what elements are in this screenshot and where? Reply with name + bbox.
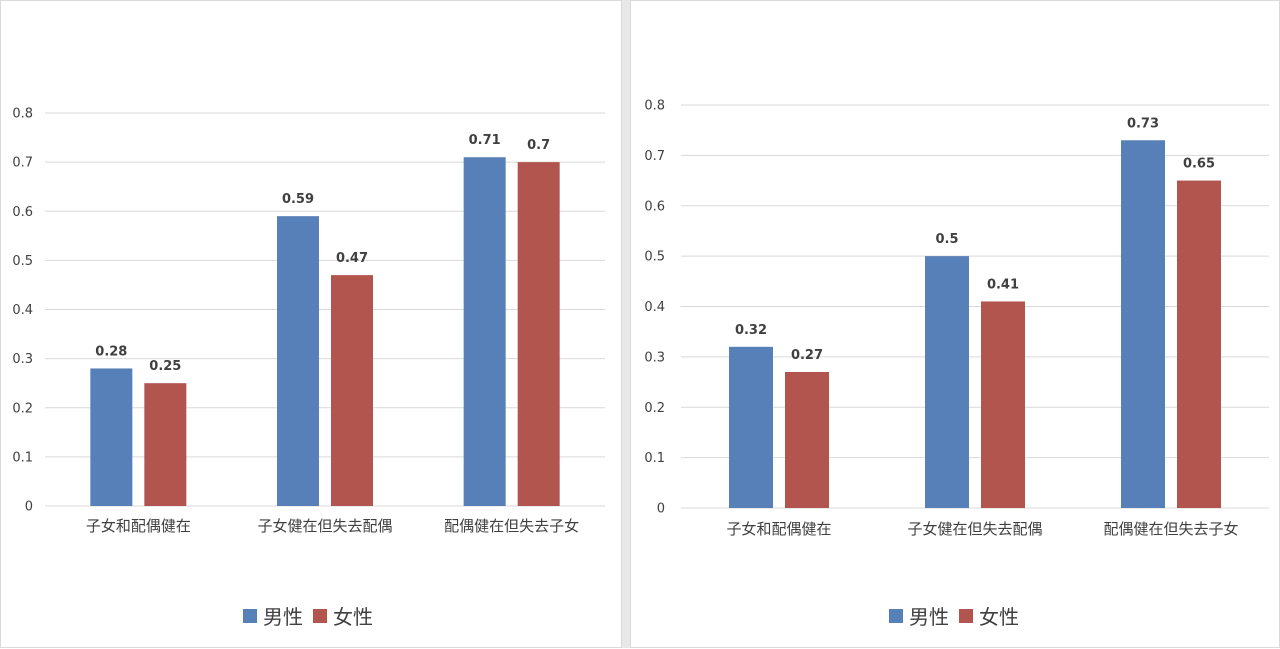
bar-male bbox=[925, 256, 969, 508]
y-tick-label: 0.5 bbox=[644, 250, 665, 265]
legend-label-male: 男性 bbox=[909, 605, 949, 629]
legend-swatch-male bbox=[889, 608, 903, 623]
legend-entry-female: 女性 bbox=[959, 601, 1019, 630]
legend-entry-male: 男性 bbox=[243, 601, 303, 630]
bar-female bbox=[785, 371, 829, 508]
y-tick-label: 0.8 bbox=[12, 107, 33, 122]
data-label: 0.71 bbox=[469, 133, 501, 148]
legend-swatch-female bbox=[313, 608, 327, 623]
data-label: 0.47 bbox=[336, 251, 368, 266]
bar-male bbox=[277, 216, 319, 506]
y-tick-label: 0 bbox=[657, 502, 665, 517]
bar-female bbox=[331, 275, 373, 506]
y-tick-label: 0.4 bbox=[644, 300, 665, 315]
data-label: 0.41 bbox=[987, 277, 1019, 292]
y-tick-label: 0.3 bbox=[12, 352, 33, 367]
data-label: 0.65 bbox=[1183, 157, 1215, 172]
bar-chart-right: 0 0.1 0.2 0.3 0.4 0.5 0.6 0.7 0.8 0.32 0.27 子女和配偶健在… bbox=[644, 99, 1269, 538]
legend-label-female: 女性 bbox=[333, 605, 373, 629]
legend-entry-female: 女性 bbox=[313, 601, 373, 630]
legend-entry-male: 男性 bbox=[889, 601, 949, 630]
y-tick-label: 0.6 bbox=[644, 199, 665, 214]
y-tick-label: 0.2 bbox=[644, 401, 665, 416]
bar-male bbox=[1121, 140, 1165, 508]
y-tick-label: 0 bbox=[25, 500, 33, 515]
bar-male bbox=[729, 346, 773, 508]
bar-female bbox=[517, 162, 560, 506]
x-category-label: 子女和配偶健在 bbox=[86, 517, 191, 535]
legend-left: 男性 女性 bbox=[243, 601, 383, 630]
y-tick-label: 0.3 bbox=[644, 350, 665, 365]
y-tick-label: 0.7 bbox=[644, 149, 665, 164]
data-label: 0.27 bbox=[791, 348, 823, 363]
legend-swatch-male bbox=[243, 608, 257, 623]
x-category-label: 配偶健在但失去子女 bbox=[1103, 520, 1238, 538]
y-tick-label: 0.1 bbox=[644, 451, 665, 466]
legend-label-male: 男性 bbox=[263, 605, 303, 629]
legend-right: 男性 女性 bbox=[889, 601, 1029, 630]
x-category-label: 子女健在但失去配偶 bbox=[907, 520, 1042, 538]
y-tick-label: 0.1 bbox=[12, 450, 33, 465]
x-category-label: 配偶健在但失去子女 bbox=[444, 517, 579, 535]
y-tick-label: 0.8 bbox=[644, 99, 665, 114]
x-category-label: 子女和配偶健在 bbox=[726, 520, 831, 538]
y-tick-label: 0.4 bbox=[12, 303, 33, 318]
bar-male bbox=[463, 157, 506, 506]
bar-female bbox=[144, 383, 187, 506]
y-tick-label: 0.2 bbox=[12, 401, 33, 416]
data-label: 0.59 bbox=[282, 192, 314, 207]
data-label: 0.28 bbox=[95, 344, 127, 359]
y-tick-label: 0.7 bbox=[12, 156, 33, 171]
data-label: 0.32 bbox=[735, 323, 767, 338]
bar-chart-left: 0 0.1 0.2 0.3 0.4 0.5 0.6 0.7 0.8 0.28 0.25 子女和配偶健在… bbox=[12, 107, 605, 535]
panel-divider bbox=[622, 0, 630, 648]
bar-male bbox=[90, 368, 133, 506]
data-label: 0.7 bbox=[527, 138, 550, 153]
legend-label-female: 女性 bbox=[979, 605, 1019, 629]
bar-female bbox=[981, 301, 1025, 508]
data-label: 0.25 bbox=[149, 359, 181, 374]
chart-panel-left: 0 0.1 0.2 0.3 0.4 0.5 0.6 0.7 0.8 0.28 0.25 子女和配偶健在… bbox=[0, 0, 622, 648]
x-category-label: 子女健在但失去配偶 bbox=[257, 517, 392, 535]
y-tick-label: 0.6 bbox=[12, 205, 33, 220]
y-tick-label: 0.5 bbox=[12, 254, 33, 269]
data-label: 0.5 bbox=[935, 232, 958, 247]
legend-swatch-female bbox=[959, 608, 973, 623]
bar-female bbox=[1177, 180, 1221, 508]
data-label: 0.73 bbox=[1127, 116, 1159, 131]
chart-panel-right: 0 0.1 0.2 0.3 0.4 0.5 0.6 0.7 0.8 0.32 0.27 子女和配偶健在… bbox=[630, 0, 1280, 648]
